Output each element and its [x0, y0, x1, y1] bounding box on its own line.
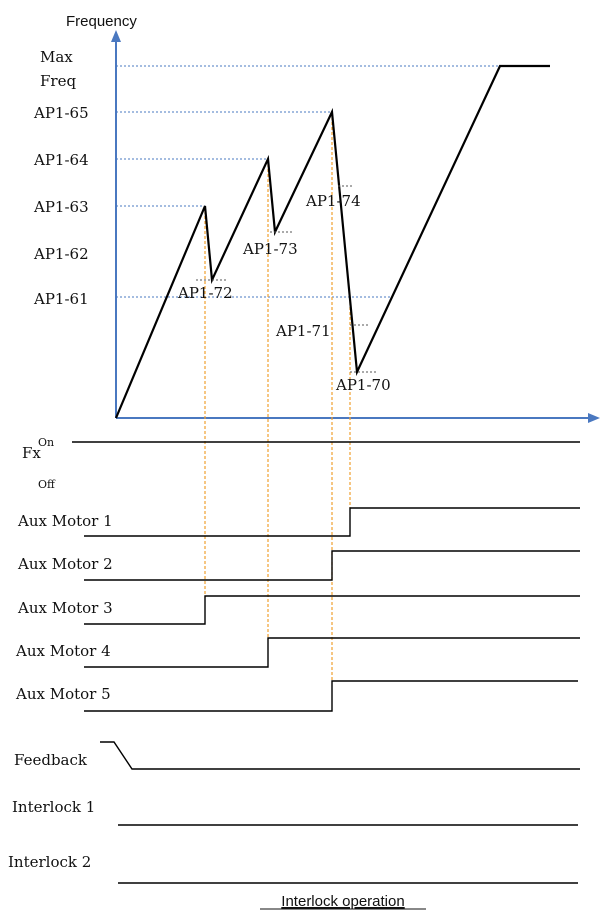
annotation-ap1-71: AP1-71 [275, 322, 331, 340]
signal-aux1-label: Aux Motor 1 [17, 512, 113, 530]
signal-feedback-label: Feedback [14, 751, 88, 769]
signal-aux4-trace [84, 637, 580, 668]
signal-aux3-trace [84, 595, 580, 625]
level-max-label: Max [40, 48, 73, 66]
diagram-caption: Interlock operation [281, 893, 404, 910]
y-axis-label: Frequency [66, 13, 137, 30]
frequency-plot: Frequency Max Freq AP1-65 AP1-64 AP1-63 … [33, 13, 600, 682]
level-ap1-61-label: AP1-61 [33, 290, 89, 308]
signal-interlock1-label: Interlock 1 [12, 798, 95, 816]
signal-aux5-trace [84, 680, 578, 712]
signal-feedback-trace [100, 741, 580, 770]
frequency-trace [114, 64, 550, 419]
signal-interlock2-label: Interlock 2 [8, 853, 91, 871]
x-axis-arrow-icon [588, 413, 600, 423]
signal-aux4-label: Aux Motor 4 [15, 642, 111, 660]
signal-aux1-trace [84, 507, 580, 537]
level-ap1-62-label: AP1-62 [33, 245, 89, 263]
signal-fx-on-label: On [38, 436, 54, 449]
annotation-ap1-70: AP1-70 [335, 376, 391, 394]
annotation-ap1-73: AP1-73 [242, 240, 298, 258]
y-axis-arrow-icon [111, 30, 121, 42]
level-ap1-65-label: AP1-65 [33, 104, 89, 122]
signal-aux2-trace [84, 550, 580, 581]
signal-rows: Fx On Off Aux Motor 1 Aux Motor 2 Aux Mo… [8, 436, 580, 884]
signal-fx-label: Fx [22, 444, 41, 462]
signal-aux2-label: Aux Motor 2 [17, 555, 113, 573]
annotation-ap1-72: AP1-72 [177, 284, 233, 302]
annotation-ap1-74: AP1-74 [305, 192, 361, 210]
level-freq-label: Freq [40, 72, 76, 90]
signal-fx-off-label: Off [38, 478, 56, 491]
level-ap1-64-label: AP1-64 [33, 151, 89, 169]
signal-aux5-label: Aux Motor 5 [15, 685, 111, 703]
level-ap1-63-label: AP1-63 [33, 198, 89, 216]
signal-aux3-label: Aux Motor 3 [17, 599, 113, 617]
